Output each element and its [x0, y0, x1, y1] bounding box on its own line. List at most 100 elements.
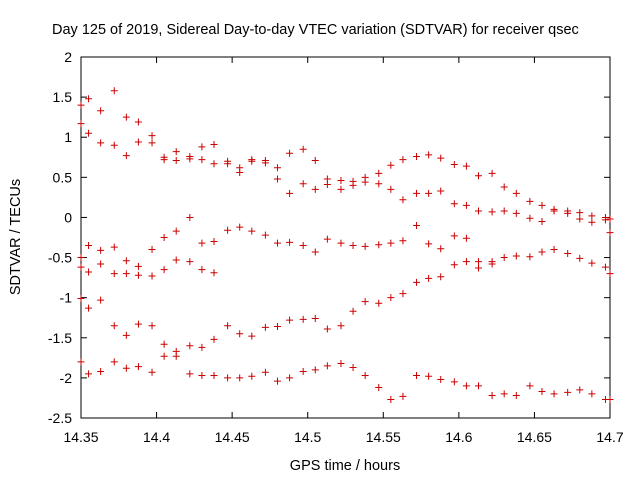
data-point — [160, 153, 168, 161]
data-point — [236, 330, 244, 338]
data-point — [148, 139, 156, 147]
data-point — [349, 307, 357, 315]
y-tick-label: -0.5 — [48, 250, 72, 266]
data-point — [606, 270, 614, 278]
data-point — [475, 382, 483, 390]
data-point — [261, 323, 269, 331]
data-point — [413, 189, 421, 197]
data-point — [85, 129, 93, 137]
y-tick-label: 0 — [64, 209, 72, 225]
data-point — [85, 242, 93, 250]
data-point — [425, 372, 433, 380]
data-point — [311, 315, 319, 323]
data-point — [437, 154, 445, 162]
data-point — [601, 263, 609, 271]
data-point — [413, 152, 421, 160]
data-point — [425, 189, 433, 197]
data-point — [273, 164, 281, 172]
data-point — [97, 367, 105, 375]
data-point — [273, 239, 281, 247]
data-point — [413, 278, 421, 286]
data-point — [286, 189, 294, 197]
data-point — [299, 367, 307, 375]
data-point — [148, 132, 156, 140]
x-tick-label: 14.55 — [366, 429, 401, 445]
data-point — [224, 374, 232, 382]
data-point — [588, 259, 596, 267]
data-point — [475, 207, 483, 215]
data-point — [85, 268, 93, 276]
data-point — [110, 141, 118, 149]
data-point — [564, 209, 572, 217]
data-point — [186, 213, 194, 221]
data-point — [299, 242, 307, 250]
x-tick-label: 14.35 — [63, 429, 98, 445]
data-point — [588, 390, 596, 398]
data-point — [77, 358, 85, 366]
x-tick-label: 14.5 — [294, 429, 321, 445]
data-point — [550, 390, 558, 398]
data-point — [588, 212, 596, 220]
data-point — [248, 332, 256, 340]
data-point — [134, 363, 142, 371]
data-point — [488, 169, 496, 177]
data-point — [198, 156, 206, 164]
data-point — [273, 323, 281, 331]
data-point — [601, 216, 609, 224]
data-point — [248, 372, 256, 380]
data-point — [475, 172, 483, 180]
data-point — [122, 152, 130, 160]
data-point — [311, 366, 319, 374]
data-point — [349, 363, 357, 371]
y-tick-label: -2.5 — [48, 410, 72, 426]
data-point — [399, 392, 407, 400]
data-point — [210, 160, 218, 168]
data-point — [236, 374, 244, 382]
data-point — [399, 237, 407, 245]
data-point — [526, 197, 534, 205]
data-point — [526, 382, 534, 390]
y-tick-label: 0.5 — [53, 169, 73, 185]
data-point — [172, 156, 180, 164]
data-point — [110, 322, 118, 330]
data-point — [198, 239, 206, 247]
data-point — [337, 185, 345, 193]
data-point — [198, 143, 206, 151]
data-point — [425, 151, 433, 159]
data-point — [186, 342, 194, 350]
data-point — [134, 262, 142, 270]
data-point — [349, 177, 357, 185]
data-point — [224, 322, 232, 330]
data-point — [500, 207, 508, 215]
data-point — [122, 364, 130, 372]
data-point — [606, 215, 614, 223]
data-point — [526, 253, 534, 261]
data-point — [399, 196, 407, 204]
data-point — [210, 238, 218, 246]
data-point — [387, 185, 395, 193]
x-axis: 14.35 14.4 14.45 14.5 14.55 14.6 14.65 14.7 — [63, 57, 624, 445]
data-point — [323, 175, 331, 183]
data-point — [134, 118, 142, 126]
data-point — [538, 217, 546, 225]
data-point — [323, 325, 331, 333]
data-point — [198, 343, 206, 351]
data-point — [576, 254, 584, 262]
data-point — [475, 258, 483, 266]
data-point — [148, 246, 156, 254]
data-point — [512, 392, 520, 400]
data-point — [160, 234, 168, 241]
data-point — [550, 207, 558, 215]
data-point — [450, 378, 458, 386]
data-point — [512, 209, 520, 217]
data-point — [500, 183, 508, 191]
data-point — [488, 392, 496, 400]
data-point — [273, 175, 281, 183]
data-point — [437, 375, 445, 383]
data-point — [387, 396, 395, 404]
data-point — [77, 120, 85, 128]
data-point — [337, 359, 345, 367]
data-points — [77, 87, 614, 404]
data-point — [462, 382, 470, 390]
